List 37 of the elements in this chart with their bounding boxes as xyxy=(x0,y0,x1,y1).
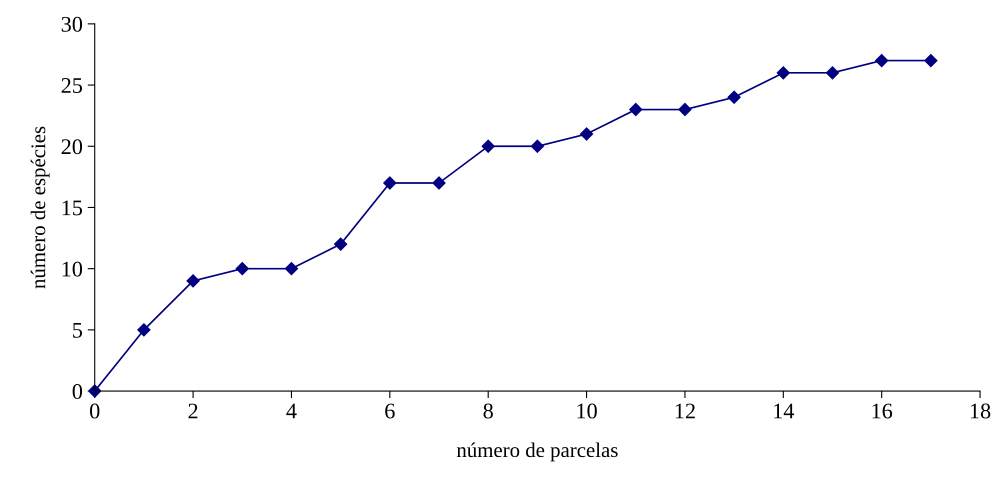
y-tick-label: 5 xyxy=(73,323,82,338)
point xyxy=(88,384,102,398)
point xyxy=(432,176,446,190)
x-tick-label: 4 xyxy=(286,404,297,418)
x-tick-label: 6 xyxy=(385,404,395,419)
point xyxy=(776,66,790,80)
point xyxy=(284,262,298,276)
point xyxy=(137,323,150,336)
y-tick-label: 25 xyxy=(62,78,82,93)
x-tick-label: 12 xyxy=(676,404,695,418)
x-axis-title: número de parcelas xyxy=(456,442,618,462)
y-tick-label: 30 xyxy=(62,16,82,32)
point xyxy=(728,90,741,104)
point xyxy=(482,140,495,153)
y-tick-label: 15 xyxy=(62,200,82,216)
y-tick-label: 20 xyxy=(62,139,82,154)
point xyxy=(580,127,594,141)
x-tick-label: 10 xyxy=(577,404,597,419)
x-tick-label: 18 xyxy=(970,404,990,419)
x-tick-label: 2 xyxy=(188,404,198,418)
x-tick-label: 0 xyxy=(90,404,100,419)
point xyxy=(875,54,888,68)
y-axis-title: número de espécies xyxy=(30,126,50,289)
point xyxy=(334,238,348,251)
point xyxy=(530,140,544,153)
x-tick-label: 14 xyxy=(774,404,794,418)
x-tick-label: 8 xyxy=(483,404,493,419)
y-tick-label: 0 xyxy=(72,384,82,399)
x-tick-label: 16 xyxy=(872,404,892,419)
point xyxy=(236,262,249,276)
point xyxy=(629,102,642,116)
point xyxy=(826,66,840,80)
point xyxy=(678,102,692,116)
point xyxy=(924,54,938,68)
y-tick-label: 10 xyxy=(62,262,82,277)
point xyxy=(383,176,396,190)
point xyxy=(186,274,200,288)
